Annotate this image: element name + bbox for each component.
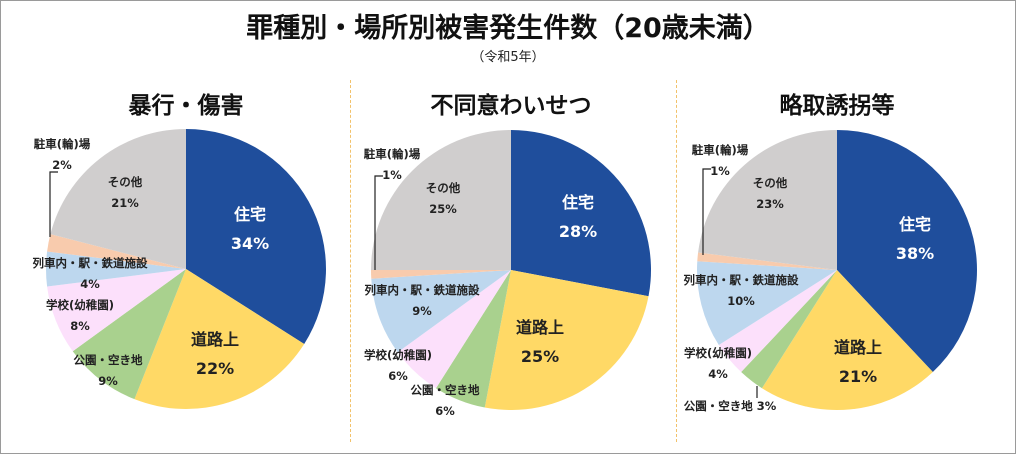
slice-label: 学校(幼稚園) 8% bbox=[46, 295, 114, 337]
pie-title: 略取誘拐等 bbox=[779, 93, 895, 119]
slice-value: 8% bbox=[70, 319, 90, 333]
pie-slice-6 bbox=[371, 130, 511, 270]
slice-category: 駐車(輪)場 bbox=[363, 147, 421, 161]
slice-category: 学校(幼稚園) bbox=[363, 348, 433, 362]
slice-label: 学校(幼稚園) 4% bbox=[684, 343, 752, 385]
slice-label: 道路上 22% bbox=[191, 325, 239, 383]
slice-label: 公園・空き地 3% bbox=[684, 396, 777, 417]
slice-label: 駐車(輪)場 2% bbox=[34, 134, 91, 176]
pie-slice-3 bbox=[718, 270, 837, 373]
slice-category: 道路上 bbox=[833, 338, 883, 357]
pie-title: 暴行・傷害 bbox=[128, 93, 244, 119]
slice-category: 駐車(輪)場 bbox=[691, 143, 749, 157]
slice-category: その他 bbox=[107, 175, 143, 189]
slice-value: 6% bbox=[388, 369, 408, 383]
slice-value: 21% bbox=[111, 196, 139, 210]
pie-slice-4 bbox=[45, 251, 186, 287]
slice-label: 道路上 21% bbox=[834, 333, 882, 391]
pie-slice-5 bbox=[371, 270, 511, 279]
slice-label: 道路上 25% bbox=[516, 313, 564, 371]
slice-category: 列車内・駅・鉄道施設 bbox=[32, 256, 148, 270]
slice-value: 25% bbox=[520, 347, 560, 366]
slice-value: 6% bbox=[435, 404, 455, 418]
slice-value: 9% bbox=[412, 304, 432, 318]
slice-value: 10% bbox=[727, 294, 755, 308]
slice-category: 駐車(輪)場 bbox=[33, 137, 91, 151]
leader-line bbox=[374, 175, 383, 270]
slice-value: 3% bbox=[756, 399, 777, 413]
slice-category: 住宅 bbox=[898, 215, 932, 234]
pie-slice-3 bbox=[397, 270, 511, 389]
pie-slice-1 bbox=[761, 270, 933, 410]
slice-label: 公園・空き地 9% bbox=[74, 350, 143, 392]
slice-value: 34% bbox=[230, 234, 270, 253]
pie-slice-6 bbox=[50, 129, 186, 269]
pie-slice-2 bbox=[741, 270, 837, 389]
pie-slice-3 bbox=[47, 269, 186, 352]
slice-label: 列車内・駅・鉄道施設 4% bbox=[33, 253, 148, 295]
pie-slice-1 bbox=[484, 270, 649, 410]
slice-category: 公園・空き地 bbox=[410, 383, 480, 397]
slice-value: 9% bbox=[98, 374, 118, 388]
divider bbox=[350, 80, 351, 442]
chart-title: 罪種別・場所別被害発生件数（20歳未満） bbox=[246, 13, 770, 44]
pie-slice-2 bbox=[72, 269, 186, 400]
slice-value: 4% bbox=[708, 367, 728, 381]
slice-value: 2% bbox=[52, 158, 72, 172]
slice-category: 列車内・駅・鉄道施設 bbox=[683, 273, 799, 287]
slice-label: 学校(幼稚園) 6% bbox=[364, 345, 432, 387]
slice-label: その他 23% bbox=[753, 173, 788, 215]
slice-category: その他 bbox=[752, 176, 788, 190]
pie-slice-2 bbox=[435, 270, 511, 408]
slice-label: 住宅 34% bbox=[231, 200, 269, 258]
slice-value: 1% bbox=[710, 164, 730, 178]
chart-subtitle: （令和5年） bbox=[471, 50, 545, 65]
slice-label: 駐車(輪)場 1% bbox=[692, 140, 749, 182]
leader-line bbox=[702, 168, 758, 398]
slice-label: 住宅 38% bbox=[896, 210, 934, 268]
pie-slice-6 bbox=[698, 130, 837, 270]
slice-value: 4% bbox=[80, 277, 100, 291]
slice-category: 学校(幼稚園) bbox=[683, 346, 753, 360]
pie-slice-0 bbox=[511, 130, 651, 297]
pie-slice-1 bbox=[134, 269, 305, 409]
slice-label: 住宅 28% bbox=[559, 188, 597, 246]
slice-label: その他 25% bbox=[426, 178, 461, 220]
slice-label: 列車内・駅・鉄道施設 10% bbox=[684, 270, 799, 312]
slice-category: 公園・空き地 bbox=[73, 353, 143, 367]
slice-category: 公園・空き地 bbox=[683, 399, 753, 413]
pie-slice-0 bbox=[186, 129, 326, 345]
pie-slice-4 bbox=[697, 261, 837, 346]
slice-value: 23% bbox=[756, 197, 784, 211]
slice-value: 1% bbox=[382, 168, 402, 182]
pie-slice-4 bbox=[371, 270, 511, 353]
slice-category: 道路上 bbox=[515, 318, 565, 337]
slice-label: 駐車(輪)場 1% bbox=[364, 144, 421, 186]
slice-category: 住宅 bbox=[561, 193, 595, 212]
pie-slice-5 bbox=[47, 234, 186, 269]
slice-value: 38% bbox=[895, 244, 935, 263]
slice-value: 22% bbox=[195, 359, 235, 378]
slice-category: 列車内・駅・鉄道施設 bbox=[364, 283, 480, 297]
slice-category: 道路上 bbox=[190, 330, 240, 349]
pie-title: 不同意わいせつ bbox=[430, 93, 592, 119]
slice-value: 25% bbox=[429, 202, 457, 216]
slice-label: その他 21% bbox=[108, 172, 143, 214]
slice-value: 28% bbox=[558, 222, 598, 241]
slice-category: その他 bbox=[425, 181, 461, 195]
slice-label: 列車内・駅・鉄道施設 9% bbox=[365, 280, 480, 322]
divider bbox=[676, 80, 677, 442]
pie-slice-5 bbox=[697, 252, 837, 270]
pie-slice-0 bbox=[837, 130, 977, 373]
slice-category: 学校(幼稚園) bbox=[45, 298, 115, 312]
slice-value: 21% bbox=[838, 367, 878, 386]
slice-category: 住宅 bbox=[233, 205, 267, 224]
leader-line bbox=[49, 171, 58, 237]
slice-label: 公園・空き地 6% bbox=[411, 380, 480, 422]
